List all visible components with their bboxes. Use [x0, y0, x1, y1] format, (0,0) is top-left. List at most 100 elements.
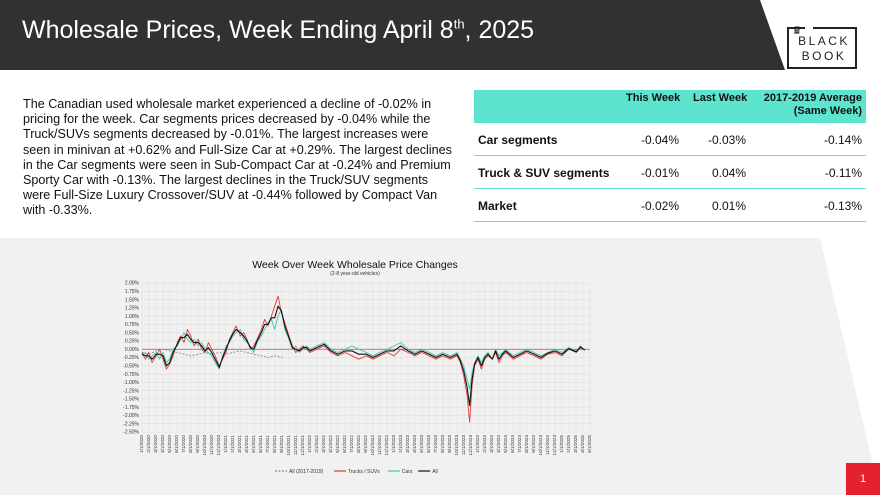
y-tick-label: 2.00% — [125, 281, 140, 287]
x-tick-label: 10/1/2020 — [202, 435, 207, 456]
x-tick-label: 4/1/2024 — [496, 435, 501, 453]
row-label: Truck & SUV segments — [478, 166, 610, 180]
y-tick-label: -2.00% — [123, 413, 139, 419]
x-tick-label: 10/1/2021 — [286, 435, 291, 456]
x-tick-label: 3/1/2022 — [321, 435, 326, 453]
cell-average: -0.13% — [823, 199, 862, 213]
x-tick-label: 5/1/2021 — [251, 435, 256, 453]
x-tick-label: 8/1/2022 — [356, 435, 361, 453]
x-tick-label: 4/1/2022 — [328, 435, 333, 453]
x-tick-label: 5/1/2025 — [587, 435, 592, 453]
cell-this-week: -0.04% — [640, 133, 679, 147]
x-tick-label: 11/1/2022 — [377, 435, 382, 456]
chart-panel — [0, 238, 880, 495]
chart-subtitle: (2-8 year-old vehicles) — [330, 271, 380, 277]
x-tick-label: 3/1/2025 — [573, 435, 578, 453]
x-tick-label: 6/1/2021 — [258, 435, 263, 453]
y-tick-label: 1.25% — [125, 306, 140, 312]
cell-last-week: 0.04% — [711, 166, 746, 180]
x-tick-label: 1/1/2020 — [139, 435, 144, 453]
y-tick-label: -2.50% — [123, 430, 139, 436]
x-tick-label: 5/1/2022 — [335, 435, 340, 453]
y-tick-label: 0.25% — [125, 339, 140, 345]
legend-label: All — [432, 469, 438, 475]
x-tick-label: 9/1/2024 — [531, 435, 536, 453]
legend-label: Trucks / SUVs — [348, 469, 380, 475]
x-tick-label: 8/1/2024 — [524, 435, 529, 453]
x-tick-label: 1/1/2024 — [475, 435, 480, 453]
table-row: Car segments -0.04% -0.03% -0.14% — [474, 123, 866, 156]
col-this-week: This Week — [626, 92, 681, 104]
x-tick-label: 3/1/2023 — [405, 435, 410, 453]
y-tick-label: 1.50% — [125, 297, 140, 303]
wholesale-price-chart: Week Over Week Wholesale Price Changes(2… — [123, 259, 592, 475]
series-line — [141, 295, 585, 423]
x-tick-label: 7/1/2023 — [433, 435, 438, 453]
x-tick-label: 5/1/2023 — [419, 435, 424, 453]
x-tick-label: 2/1/2025 — [566, 435, 571, 453]
cell-last-week: 0.01% — [711, 199, 746, 213]
x-tick-label: 12/1/2020 — [216, 435, 221, 456]
y-tick-label: 1.00% — [125, 314, 140, 320]
table-row: Market -0.02% 0.01% -0.13% — [474, 189, 866, 222]
x-tick-label: 8/1/2021 — [272, 435, 277, 453]
table-header: This Week Last Week 2017-2019 Average (Sa… — [474, 90, 866, 123]
x-tick-label: 9/1/2021 — [279, 435, 284, 453]
y-tick-label: -1.50% — [123, 397, 139, 403]
x-tick-label: 3/1/2020 — [153, 435, 158, 453]
chart-title: Week Over Week Wholesale Price Changes — [252, 259, 458, 271]
x-tick-label: 6/1/2023 — [426, 435, 431, 453]
series-line — [141, 305, 586, 407]
cell-last-week: -0.03% — [707, 133, 746, 147]
x-tick-label: 11/1/2024 — [545, 435, 550, 456]
x-tick-label: 6/1/2024 — [510, 435, 515, 453]
y-tick-label: -1.25% — [123, 388, 139, 394]
x-tick-label: 1/1/2022 — [307, 435, 312, 453]
x-tick-label: 2/1/2022 — [314, 435, 319, 453]
x-tick-label: 8/1/2020 — [188, 435, 193, 453]
page-number: 1 — [846, 463, 880, 495]
cell-average: -0.11% — [824, 166, 862, 180]
summary-text: The Canadian used wholesale market exper… — [23, 97, 452, 218]
x-tick-label: 7/1/2020 — [181, 435, 186, 453]
y-tick-label: -1.00% — [123, 380, 139, 386]
y-tick-label: 0.75% — [125, 322, 140, 328]
cell-this-week: -0.02% — [640, 199, 679, 213]
x-tick-label: 5/1/2020 — [167, 435, 172, 453]
cell-this-week: -0.01% — [640, 166, 679, 180]
x-tick-label: 4/1/2021 — [244, 435, 249, 453]
x-tick-label: 3/1/2021 — [237, 435, 242, 453]
y-tick-label: -1.75% — [123, 405, 139, 411]
table-row: Truck & SUV segments -0.01% 0.04% -0.11% — [474, 156, 866, 189]
x-tick-label: 9/1/2022 — [363, 435, 368, 453]
x-tick-label: 12/1/2022 — [384, 435, 389, 456]
y-tick-label: 1.75% — [125, 289, 140, 295]
legend-label: All (2017-2019) — [289, 469, 324, 475]
cell-average: -0.14% — [823, 133, 862, 147]
y-tick-label: -2.25% — [123, 421, 139, 427]
x-tick-label: 4/1/2023 — [412, 435, 417, 453]
x-tick-label: 7/1/2022 — [349, 435, 354, 453]
logo-frame — [787, 27, 857, 69]
legend-label: Cars — [402, 469, 413, 475]
x-tick-label: 11/1/2023 — [461, 435, 466, 456]
x-tick-label: 6/1/2022 — [342, 435, 347, 453]
x-tick-label: 9/1/2023 — [447, 435, 452, 453]
y-tick-label: -0.25% — [123, 355, 139, 361]
y-tick-label: 0.50% — [125, 330, 140, 336]
y-tick-label: -0.75% — [123, 372, 139, 378]
x-tick-label: 1/1/2025 — [559, 435, 564, 453]
y-tick-label: 0.00% — [125, 347, 140, 353]
x-tick-label: 3/1/2024 — [489, 435, 494, 453]
x-tick-label: 6/1/2020 — [174, 435, 179, 453]
x-tick-label: 1/1/2023 — [391, 435, 396, 453]
x-tick-label: 12/1/2024 — [552, 435, 557, 456]
x-tick-label: 12/1/2021 — [300, 435, 305, 456]
x-tick-label: 2/1/2021 — [230, 435, 235, 453]
x-tick-label: 7/1/2021 — [265, 435, 270, 453]
x-tick-label: 4/1/2025 — [580, 435, 585, 453]
x-tick-label: 2/1/2024 — [482, 435, 487, 453]
x-tick-label: 10/1/2023 — [454, 435, 459, 456]
header-bar — [0, 0, 880, 70]
